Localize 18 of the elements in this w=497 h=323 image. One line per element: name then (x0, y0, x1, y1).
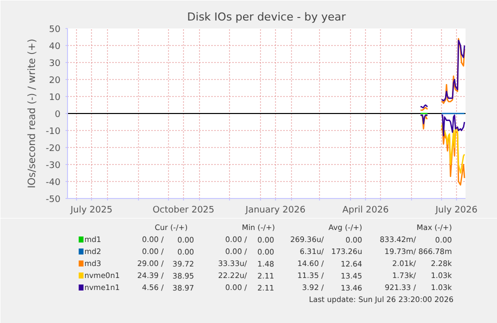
x-tick-label: July 2025 (70, 206, 112, 216)
y-tick-label: -20 (46, 144, 61, 154)
x-tick-label: October 2025 (152, 206, 214, 216)
x-tick-label: July 2026 (434, 206, 478, 216)
y-tick-label: -50 (46, 195, 61, 205)
x-tick-label: April 2026 (342, 206, 389, 216)
y-tick-label: 0 (54, 110, 61, 120)
y-tick-label: 50 (49, 25, 61, 35)
chart-title: Disk IOs per device - by year (187, 10, 346, 24)
x-tick-label: January 2026 (244, 206, 306, 216)
y-tick-label: 40 (49, 42, 61, 52)
y-tick-label: -10 (46, 127, 61, 137)
y-tick-label: 10 (49, 93, 61, 103)
y-axis-title: IOs/second read (-) / write (+) (26, 38, 38, 188)
y-tick-label: 20 (49, 76, 61, 86)
y-tick-label: 30 (49, 59, 61, 69)
y-tick-label: -30 (46, 161, 61, 171)
y-tick-label: -40 (46, 178, 61, 188)
